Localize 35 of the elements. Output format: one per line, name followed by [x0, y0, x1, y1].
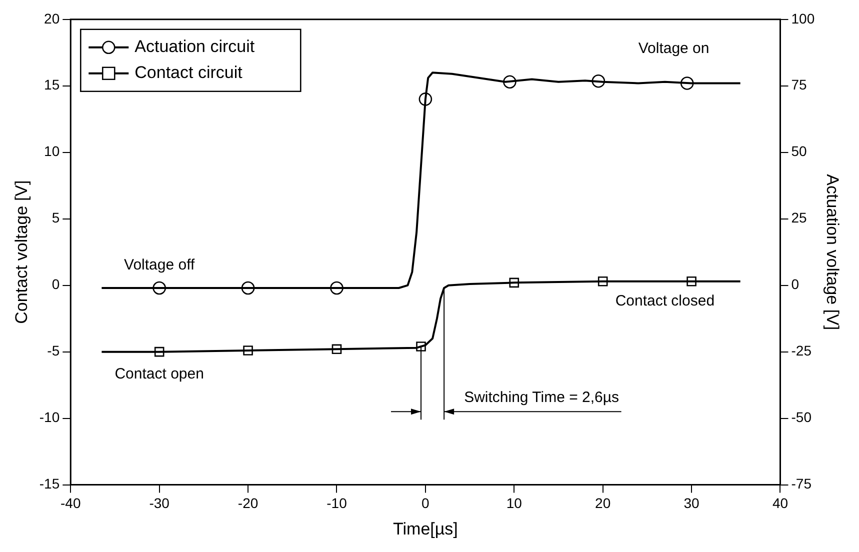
- annotation: Contact open: [114, 366, 204, 383]
- y2-tick-label: 25: [791, 210, 808, 226]
- x-tick-label: 40: [772, 495, 788, 512]
- annotation: Contact closed: [615, 292, 715, 310]
- y2-tick-label: 100: [791, 10, 815, 26]
- y-tick-label: 20: [44, 10, 60, 26]
- x-tick-label: -10: [326, 495, 348, 512]
- y-tick-label: -5: [47, 342, 60, 359]
- y-axis-title: Contact voltage [V]: [12, 180, 31, 324]
- y2-tick-label: 50: [791, 143, 808, 160]
- legend-label: Actuation circuit: [134, 37, 255, 56]
- y-tick-label: 15: [44, 76, 60, 93]
- y2-tick-label: -50: [791, 409, 812, 426]
- y-tick-label: -10: [39, 409, 60, 426]
- x-tick-label: -20: [238, 495, 258, 512]
- annotation: Voltage off: [124, 256, 196, 274]
- annotation: Switching Time = 2,6µs: [464, 388, 620, 406]
- annotation: Voltage on: [638, 40, 710, 57]
- x-axis-title: Time[µs]: [392, 519, 458, 538]
- x-tick-label: 0: [422, 495, 430, 512]
- y-tick-label: 10: [44, 143, 60, 160]
- y-tick-label: 0: [52, 276, 60, 292]
- legend-label: Contact circuit: [134, 63, 243, 82]
- y2-tick-label: 0: [791, 276, 800, 292]
- x-tick-label: 30: [684, 495, 700, 512]
- x-tick-label: -40: [60, 495, 81, 512]
- y2-axis-title: Actuation voltage [V]: [823, 174, 842, 330]
- y-tick-label: 5: [52, 210, 60, 226]
- x-tick-label: 10: [506, 495, 522, 512]
- x-tick-label: -30: [149, 495, 170, 512]
- y-tick-label: -15: [39, 476, 60, 492]
- y2-tick-label: -75: [791, 476, 812, 492]
- x-tick-label: 20: [595, 495, 611, 512]
- y2-tick-label: 75: [791, 76, 808, 93]
- y2-tick-label: -25: [791, 342, 812, 359]
